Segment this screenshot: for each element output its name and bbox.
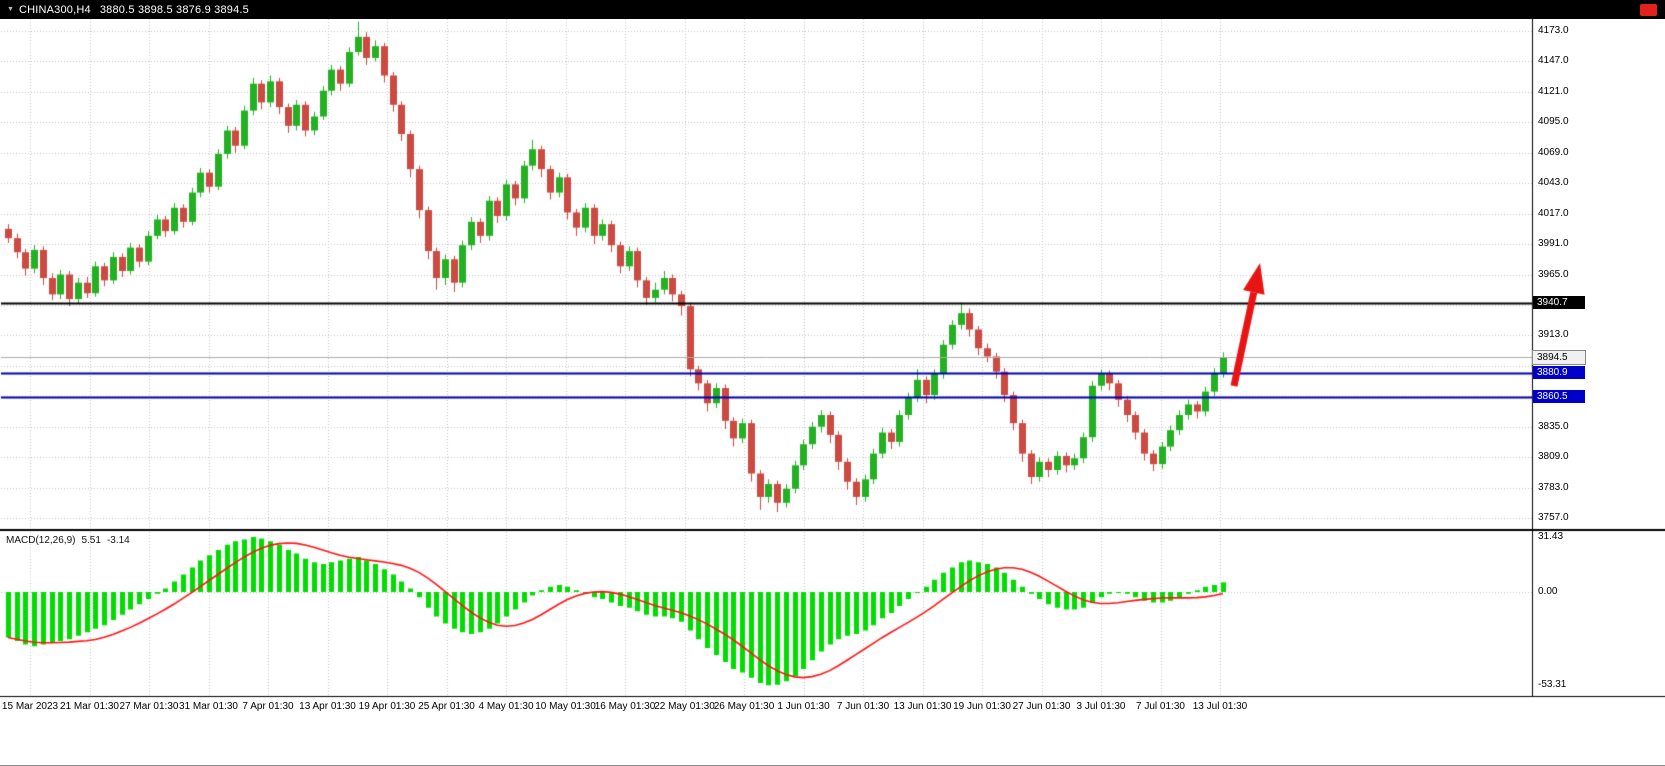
broker-logo-icon [1640, 3, 1657, 16]
symbol-marker-icon: ▼ [7, 6, 14, 13]
date-label: 16 May 01:30 [594, 701, 656, 712]
price-axis-label: 3835.0 [1538, 420, 1569, 432]
support-level-upper-tag[interactable]: 3880.9 [1533, 366, 1585, 380]
date-label: 19 Jun 01:30 [953, 701, 1011, 712]
price-axis-label: 3757.0 [1538, 512, 1569, 523]
time-axis[interactable]: 15 Mar 2023 21 Mar 01:30 27 Mar 01:30 31 Ma… [0, 697, 1533, 717]
date-label: 1 Jun 01:30 [777, 701, 830, 712]
date-label: 13 Apr 01:30 [299, 701, 356, 712]
date-label: 22 May 01:30 [654, 701, 715, 712]
price-axis-label: 4017.0 [1538, 207, 1569, 219]
date-label: 27 Jun 01:30 [1012, 701, 1071, 712]
price-axis-label: 3809.0 [1538, 451, 1569, 463]
date-label: 13 Jun 01:30 [893, 701, 952, 712]
date-label: 4 May 01:30 [478, 701, 534, 712]
price-axis-label: 3913.0 [1538, 329, 1569, 341]
symbol-title: CHINA300,H4 [18, 3, 91, 16]
date-label: 25 Apr 01:30 [418, 701, 475, 712]
support-level-lower-tag[interactable]: 3860.5 [1533, 390, 1585, 404]
date-label: 10 May 01:30 [535, 701, 596, 712]
price-axis-label: 4069.0 [1538, 146, 1569, 158]
indicator-axis-label: 31.43 [1538, 530, 1564, 542]
price-axis-label: 3783.0 [1538, 481, 1569, 493]
price-axis-label: 3965.0 [1538, 268, 1569, 280]
indicator-label: MACD(12,26,9) 5.51 -3.14 [6, 535, 136, 546]
indicator-main-value: 5.51 [81, 535, 101, 546]
date-label: 19 Apr 01:30 [358, 701, 416, 712]
date-label: 15 Mar 2023 [1, 701, 59, 712]
ohlc-readout: 3880.5 3898.5 3876.9 3894.5 [99, 3, 249, 16]
resistance-level-tag[interactable]: 3940.7 [1533, 296, 1585, 310]
price-axis-label: 3991.0 [1538, 238, 1569, 250]
date-label: 31 Mar 01:30 [179, 701, 238, 712]
date-label: 7 Apr 01:30 [242, 701, 294, 712]
bid-price-level-tag[interactable]: 3894.5 [1532, 349, 1586, 365]
indicator-axis-label: 0.00 [1538, 586, 1558, 597]
indicator-name: MACD(12,26,9) [6, 535, 76, 546]
price-axis-label: 4147.0 [1538, 55, 1569, 67]
indicator-axis-label: -53.31 [1538, 679, 1567, 691]
date-label: 13 Jul 01:30 [1192, 701, 1248, 712]
date-label: 3 Jul 01:30 [1076, 701, 1126, 712]
indicator-signal-value: -3.14 [106, 535, 130, 546]
price-axis-label: 4043.0 [1538, 177, 1569, 189]
price-axis-label: 4095.0 [1538, 116, 1569, 128]
price-axis-label: 4173.0 [1538, 25, 1569, 36]
date-label: 21 Mar 01:30 [60, 701, 119, 712]
date-label: 7 Jun 01:30 [836, 701, 890, 712]
price-axis-label: 4121.0 [1538, 85, 1569, 97]
date-label: 7 Jul 01:30 [1136, 701, 1185, 712]
date-label: 26 May 01:30 [713, 701, 775, 712]
date-label: 27 Mar 01:30 [119, 701, 179, 712]
price-axis[interactable]: 4173.0 4147.0 4121.0 4095.0 4069.0 4043.0 4017… [1532, 19, 1664, 697]
chart-info-bar: ▼ CHINA300,H4 3880.5 3898.5 3876.9 3894.… [0, 0, 1665, 19]
